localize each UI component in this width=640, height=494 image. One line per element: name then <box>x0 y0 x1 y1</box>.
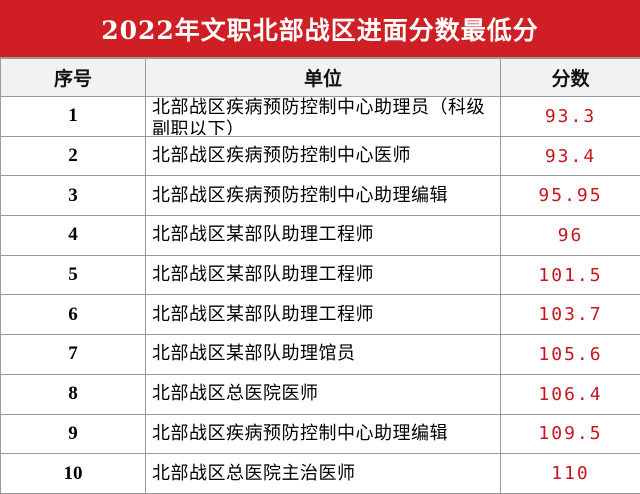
table-row: 1 北部战区疾病预防控制中心助理员（科级副职以下） 93.3 <box>0 96 640 137</box>
row-number-cell: 3 <box>0 175 146 217</box>
unit-cell: 北部战区疾病预防控制中心助理员（科级副职以下） <box>145 96 501 137</box>
score-cell: 106.4 <box>500 373 640 415</box>
table-body: 1 北部战区疾病预防控制中心助理员（科级副职以下） 93.3 2 北部战区疾病预防控制中… <box>0 96 640 494</box>
unit: 北部战区某部队助理工程师 <box>152 264 374 286</box>
unit-cell: 北部战区疾病预防控制中心医师 <box>145 135 501 177</box>
header-row: 序号 单位 分数 <box>0 58 640 97</box>
table-row: 10 北部战区总医院主治医师 110 <box>0 453 640 494</box>
score: 106.4 <box>538 383 603 405</box>
score: 93.3 <box>544 105 597 127</box>
unit: 北部战区疾病预防控制中心助理编辑 <box>152 422 448 444</box>
row-number-cell: 5 <box>0 254 146 296</box>
score-cell: 110 <box>500 453 640 494</box>
row-number-cell: 7 <box>0 334 146 375</box>
table-row: 8 北部战区总医院医师 106.4 <box>0 373 640 415</box>
unit-cell: 北部战区疾病预防控制中心助理编辑 <box>145 413 501 455</box>
table-row: 4 北部战区某部队助理工程师 96 <box>0 215 640 256</box>
score-cell: 101.5 <box>500 254 640 296</box>
row-number-cell: 8 <box>0 373 146 415</box>
row-number: 6 <box>68 303 78 325</box>
unit: 北部战区某部队助理工程师 <box>152 303 374 325</box>
row-number-cell: 9 <box>0 413 146 455</box>
score-table: 序号 单位 分数 1 北部战区疾病预防控制中心助理员（科级副职以下） 93.3 2 北部… <box>0 58 640 494</box>
row-number: 2 <box>68 145 78 167</box>
unit-cell: 北部战区总医院医师 <box>145 373 501 415</box>
unit-cell: 北部战区某部队助理馆员 <box>145 334 501 375</box>
unit-cell: 北部战区某部队助理工程师 <box>145 254 501 296</box>
score-cell: 96 <box>500 215 640 256</box>
unit: 北部战区某部队助理工程师 <box>152 224 374 246</box>
unit-cell: 北部战区某部队助理工程师 <box>145 294 501 336</box>
table-row: 2 北部战区疾病预防控制中心医师 93.4 <box>0 135 640 177</box>
unit: 北部战区某部队助理馆员 <box>152 343 356 365</box>
score: 95.95 <box>538 185 603 207</box>
unit: 北部战区总医院医师 <box>152 383 319 405</box>
table-row: 5 北部战区某部队助理工程师 101.5 <box>0 254 640 296</box>
score: 103.7 <box>538 304 603 326</box>
row-number-cell: 2 <box>0 135 146 177</box>
row-number: 4 <box>68 224 78 246</box>
score-cell: 109.5 <box>500 413 640 455</box>
row-number: 8 <box>68 383 78 405</box>
score-cell: 93.3 <box>500 96 640 137</box>
unit: 北部战区总医院主治医师 <box>152 462 356 484</box>
unit-cell: 北部战区某部队助理工程师 <box>145 215 501 256</box>
score: 105.6 <box>538 343 603 365</box>
score: 110 <box>551 463 590 485</box>
column-header: 序号 <box>0 58 146 97</box>
score: 109.5 <box>538 423 603 445</box>
score-cell: 95.95 <box>500 175 640 217</box>
unit: 北部战区疾病预防控制中心医师 <box>152 145 411 167</box>
table-row: 6 北部战区某部队助理工程师 103.7 <box>0 294 640 336</box>
table-row: 7 北部战区某部队助理馆员 105.6 <box>0 334 640 375</box>
row-number-cell: 10 <box>0 453 146 494</box>
unit: 北部战区疾病预防控制中心助理员（科级副职以下） <box>152 97 485 136</box>
unit: 北部战区疾病预防控制中心助理编辑 <box>152 184 448 206</box>
unit-cell: 北部战区疾病预防控制中心助理编辑 <box>145 175 501 217</box>
row-number: 10 <box>63 462 83 484</box>
row-number-cell: 4 <box>0 215 146 256</box>
row-number: 5 <box>68 264 78 286</box>
score: 101.5 <box>538 264 603 286</box>
row-number-cell: 1 <box>0 96 146 137</box>
table-row: 3 北部战区疾病预防控制中心助理编辑 95.95 <box>0 175 640 217</box>
row-number: 3 <box>68 184 78 206</box>
score: 96 <box>557 224 584 246</box>
unit-cell: 北部战区总医院主治医师 <box>145 453 501 494</box>
row-number: 7 <box>68 343 78 365</box>
score: 93.4 <box>544 145 597 167</box>
row-number-cell: 6 <box>0 294 146 336</box>
row-number: 1 <box>68 105 78 127</box>
column-header: 分数 <box>500 58 640 97</box>
column-header: 单位 <box>145 58 501 97</box>
row-number: 9 <box>68 422 78 444</box>
score-cell: 93.4 <box>500 135 640 177</box>
table-row: 9 北部战区疾病预防控制中心助理编辑 109.5 <box>0 413 640 455</box>
score-cell: 105.6 <box>500 334 640 375</box>
score-cell: 103.7 <box>500 294 640 336</box>
title: 2022年文职北部战区进面分数最低分 <box>0 0 640 58</box>
